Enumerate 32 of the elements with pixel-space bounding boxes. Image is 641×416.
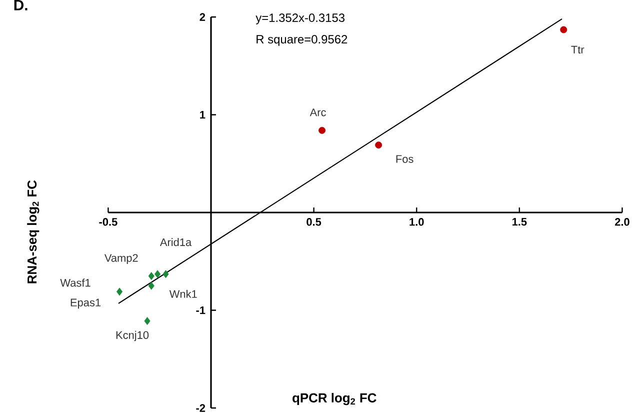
annotation: Fos (396, 155, 414, 163)
x-tick-label: 2.0 (614, 218, 630, 226)
x-tick-label: -0.5 (99, 218, 118, 226)
annotation: Ttr (571, 46, 584, 54)
point (148, 272, 154, 280)
y-tick-label: -1 (196, 306, 206, 314)
y-axis-title: RNA-seq log$_{2}$ FC (27, 180, 40, 284)
point (144, 317, 150, 325)
annotation: Epas1 (70, 298, 101, 309)
point (560, 26, 568, 34)
point (162, 270, 169, 278)
annotation: Kcnj10 (116, 330, 149, 342)
chart-title: D. (14, 0, 28, 10)
y-tick-label: 2 (200, 13, 206, 21)
annotation: Arid1a (160, 238, 192, 246)
x-tick-label: 1.5 (512, 218, 527, 226)
point (116, 288, 123, 296)
point (148, 282, 154, 290)
x-axis-title: qPCR log$_{2}$ FC (292, 392, 376, 406)
annotation: Wnk1 (169, 290, 197, 298)
point (375, 142, 382, 149)
annotation: y=1.352x-0.3153 (256, 14, 345, 24)
x-tick-label: 0.5 (306, 218, 322, 226)
point (154, 270, 161, 278)
annotation: Arc (310, 108, 326, 116)
y-tick-label: 1 (200, 110, 206, 119)
annotation: Vamp2 (104, 254, 138, 264)
annotation: R square=0.9562 (256, 35, 348, 46)
y-tick-label: -2 (196, 404, 206, 412)
point (318, 126, 326, 134)
annotation: Wasf1 (60, 278, 90, 287)
x-tick-label: 1.0 (410, 218, 424, 226)
